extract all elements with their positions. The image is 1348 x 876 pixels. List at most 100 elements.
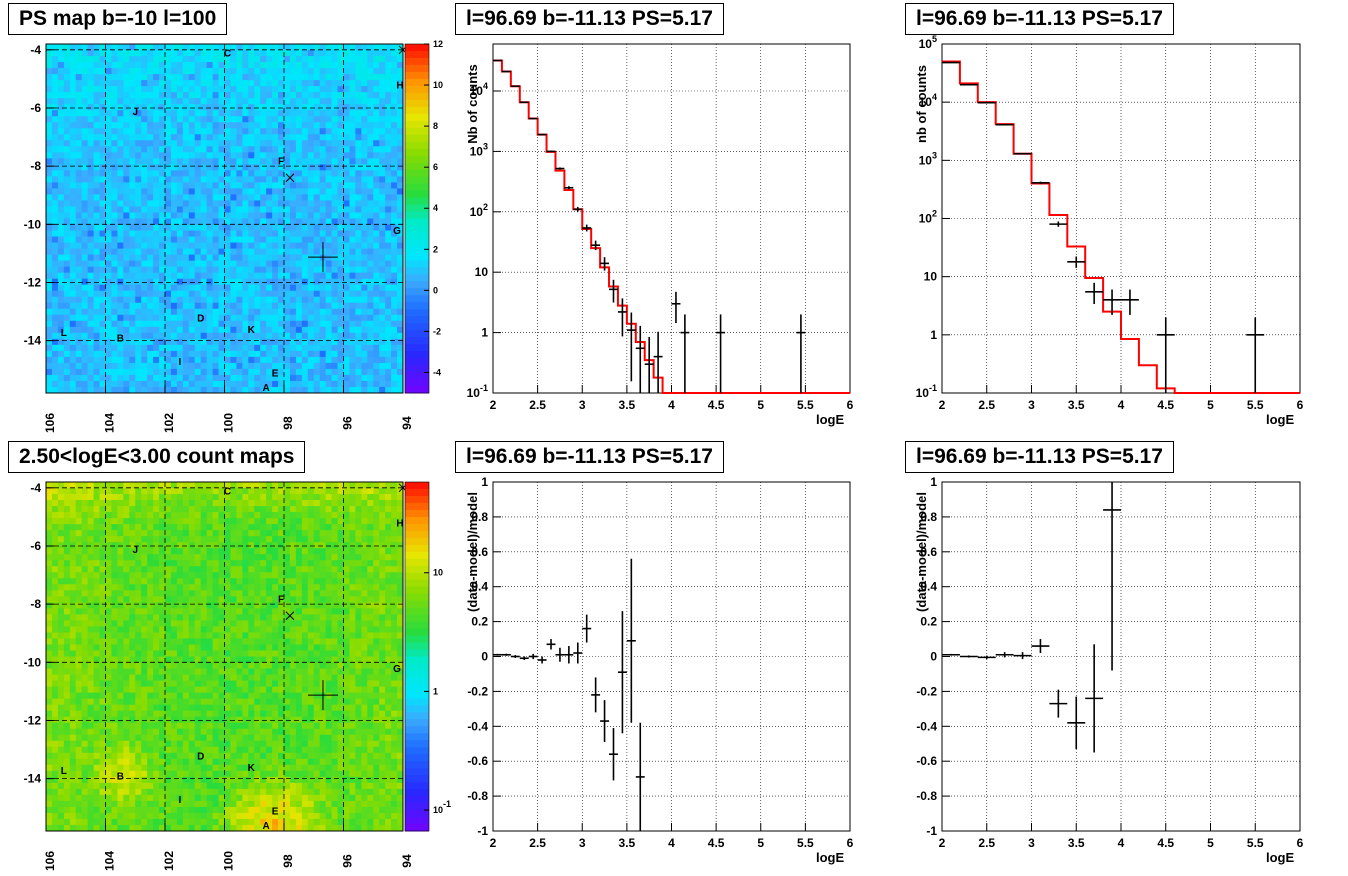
y-tick-label: -0.2 xyxy=(916,684,937,698)
colorbar-cell xyxy=(405,810,429,818)
y-tick-label: 102 xyxy=(470,202,488,219)
colorbar-cell xyxy=(405,323,429,331)
x-tick-label: 2 xyxy=(490,836,497,850)
x-tick-label: 4 xyxy=(1118,836,1125,850)
colorbar-cell xyxy=(405,134,429,143)
data-point xyxy=(653,331,663,393)
y-tick-label: 103 xyxy=(919,150,937,167)
heatmap-count_map xyxy=(46,482,404,832)
x-tick-label: 5 xyxy=(1207,398,1214,412)
y-tick-label: -0.4 xyxy=(467,719,488,733)
source-label-G: G xyxy=(393,226,401,237)
colorbar-cell xyxy=(405,684,429,692)
y-tick-label: -0.8 xyxy=(916,789,937,803)
colorbar-cell xyxy=(405,628,429,637)
colorbar-cell xyxy=(405,593,429,602)
x-marker xyxy=(285,611,295,621)
x-tick-label: 3 xyxy=(1028,398,1035,412)
colorbar-cell xyxy=(405,523,429,532)
y-tick-label: -1 xyxy=(926,824,937,838)
residual-point xyxy=(995,652,1014,658)
y-axis-label: (data-model)/model xyxy=(465,492,480,612)
colorbar-cell xyxy=(405,789,429,797)
spectrum-2-title: l=96.69 b=-11.13 PS=5.17 xyxy=(905,3,1174,35)
data-point xyxy=(635,325,645,393)
colorbar-cell xyxy=(405,281,429,289)
source-label-E: E xyxy=(272,369,279,380)
y-tick-label: 0.8 xyxy=(471,510,488,524)
colorbar-cell xyxy=(405,288,429,296)
x-tick-label: 6 xyxy=(847,398,854,412)
colorbar-cell xyxy=(405,120,429,129)
ps-map-title: PS map b=-10 l=100 xyxy=(8,3,228,35)
colorbar-cell xyxy=(405,663,429,671)
source-label-A: A xyxy=(263,383,270,394)
x-tick-label: 104 xyxy=(103,413,117,433)
x-tick-label: 3.5 xyxy=(619,398,636,412)
y-tick-label: 0.2 xyxy=(920,615,937,629)
y-tick-label: 0 xyxy=(930,650,937,664)
residual-point xyxy=(555,647,565,662)
x-tick-label: 106 xyxy=(43,413,57,433)
colorbar-cell xyxy=(405,579,429,588)
y-tick-label: -0.6 xyxy=(916,754,937,768)
y-tick-label: -12 xyxy=(24,275,42,289)
residual-point xyxy=(959,655,978,658)
y-tick-label: 10-1 xyxy=(467,383,488,400)
colorbar-cell xyxy=(405,621,429,630)
x-tick-label: 2.5 xyxy=(529,836,546,850)
x-tick-label: 102 xyxy=(162,851,176,871)
colorbar-tick-label: 2 xyxy=(433,244,438,254)
data-point xyxy=(546,150,556,153)
data-point xyxy=(644,336,654,393)
x-tick-label: 5 xyxy=(1207,836,1214,850)
colorbar-cell xyxy=(405,218,429,226)
colorbar-cell xyxy=(405,225,429,233)
data-point xyxy=(591,240,601,251)
colorbar-cell xyxy=(405,642,429,651)
colorbar-cell xyxy=(405,44,429,52)
x-tick-label: 3 xyxy=(1028,836,1035,850)
source-label-F: F xyxy=(278,594,284,605)
colorbar-cell xyxy=(405,530,429,539)
colorbar-cell xyxy=(405,302,429,310)
spectrum-1-title: l=96.69 b=-11.13 PS=5.17 xyxy=(455,3,724,35)
y-tick-label: 0 xyxy=(481,650,488,664)
data-point xyxy=(680,314,690,393)
source-label-E: E xyxy=(272,807,279,818)
y-tick-label: -10 xyxy=(24,655,42,669)
residual-point xyxy=(582,614,592,643)
residual-point xyxy=(1013,652,1032,660)
colorbar-cell xyxy=(405,365,429,373)
source-label-B: B xyxy=(117,334,124,345)
colorbar-tick-label: 6 xyxy=(433,162,438,172)
colorbar-cell xyxy=(405,50,429,59)
data-point xyxy=(582,224,592,232)
x-axis-label: logE xyxy=(816,850,844,865)
colorbar-cell xyxy=(405,204,429,213)
source-label-K: K xyxy=(248,325,256,336)
source-label-L: L xyxy=(61,766,67,777)
source-label-B: B xyxy=(117,772,124,783)
colorbar-cell xyxy=(405,726,429,734)
colorbar-cell xyxy=(405,239,429,247)
colorbar-cell xyxy=(405,358,429,366)
y-tick-label: 1 xyxy=(930,328,937,342)
colorbar-cell xyxy=(405,649,429,657)
data-point xyxy=(555,167,565,170)
colorbar-cell xyxy=(405,761,429,769)
colorbar-cell xyxy=(405,260,429,268)
colorbar-cell xyxy=(405,572,429,581)
x-axis-label: logE xyxy=(1266,412,1294,427)
x-tick-label: 3.5 xyxy=(1068,398,1085,412)
colorbar-cell xyxy=(405,502,429,511)
residual-point xyxy=(546,639,556,650)
y-tick-label: 1 xyxy=(930,475,937,489)
data-point xyxy=(609,279,618,303)
colorbar-frame xyxy=(404,481,430,832)
source-label-F: F xyxy=(278,156,284,167)
x-tick-label: 104 xyxy=(103,851,117,871)
x-tick-label: 3 xyxy=(579,398,586,412)
residual-point xyxy=(635,722,645,831)
colorbar-cell xyxy=(405,106,429,115)
